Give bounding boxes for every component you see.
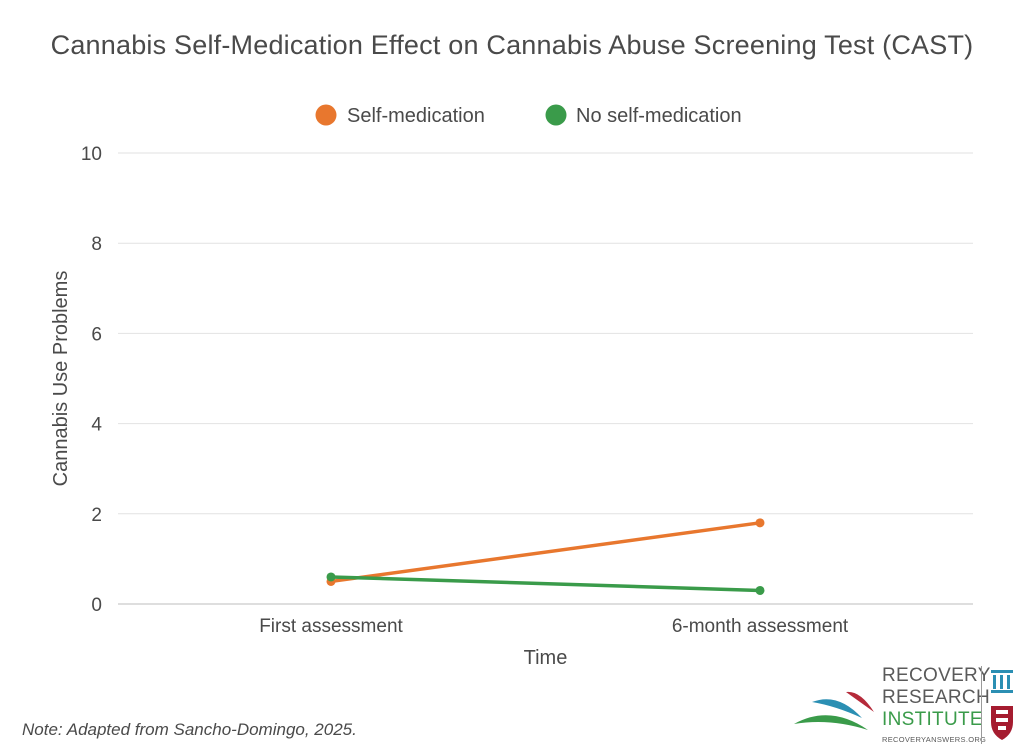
legend-label-self-medication: Self-medication — [347, 105, 485, 127]
logo-word-institute: INSTITUTE — [882, 709, 983, 730]
data-point-no-self-medication-1 — [326, 572, 336, 582]
y-tick-label-0: 0 — [91, 595, 102, 616]
legend-label-no-self-medication: No self-medication — [576, 105, 742, 127]
series-line-no-self-medication — [329, 575, 762, 593]
logo-url: RECOVERYANSWERS.ORG — [882, 735, 987, 744]
x-tick-label-2: 6-month assessment — [672, 616, 849, 637]
source-note: Note: Adapted from Sancho-Domingo, 2025. — [22, 720, 357, 739]
swoosh-logo-icon — [794, 691, 874, 730]
legend-marker-no-self-medication — [545, 104, 567, 126]
data-point-self-medication-2 — [755, 518, 765, 528]
legend-marker-self-medication — [315, 104, 337, 126]
logo-word-recovery: RECOVERY — [882, 665, 991, 686]
y-tick-label-2: 2 — [91, 505, 102, 526]
x-axis-label: Time — [524, 647, 568, 669]
x-tick-label-1: First assessment — [259, 616, 403, 637]
logo-divider — [981, 666, 982, 744]
y-axis-label: Cannabis Use Problems — [50, 271, 72, 487]
y-tick-label-4: 4 — [91, 415, 102, 436]
y-tick-label-6: 6 — [91, 324, 102, 345]
recovery-research-institute-logo: RECOVERY RESEARCH INSTITUTE RECOVERYANSW… — [790, 662, 1020, 748]
data-point-no-self-medication-2 — [755, 585, 765, 595]
y-tick-label-10: 10 — [81, 144, 102, 165]
series-line-self-medication — [329, 521, 762, 584]
logo-word-research: RESEARCH — [882, 687, 990, 708]
chart-title: Cannabis Self-Medication Effect on Canna… — [50, 30, 974, 60]
y-tick-label-8: 8 — [91, 234, 102, 255]
harvard-shield-icon — [991, 670, 1013, 740]
